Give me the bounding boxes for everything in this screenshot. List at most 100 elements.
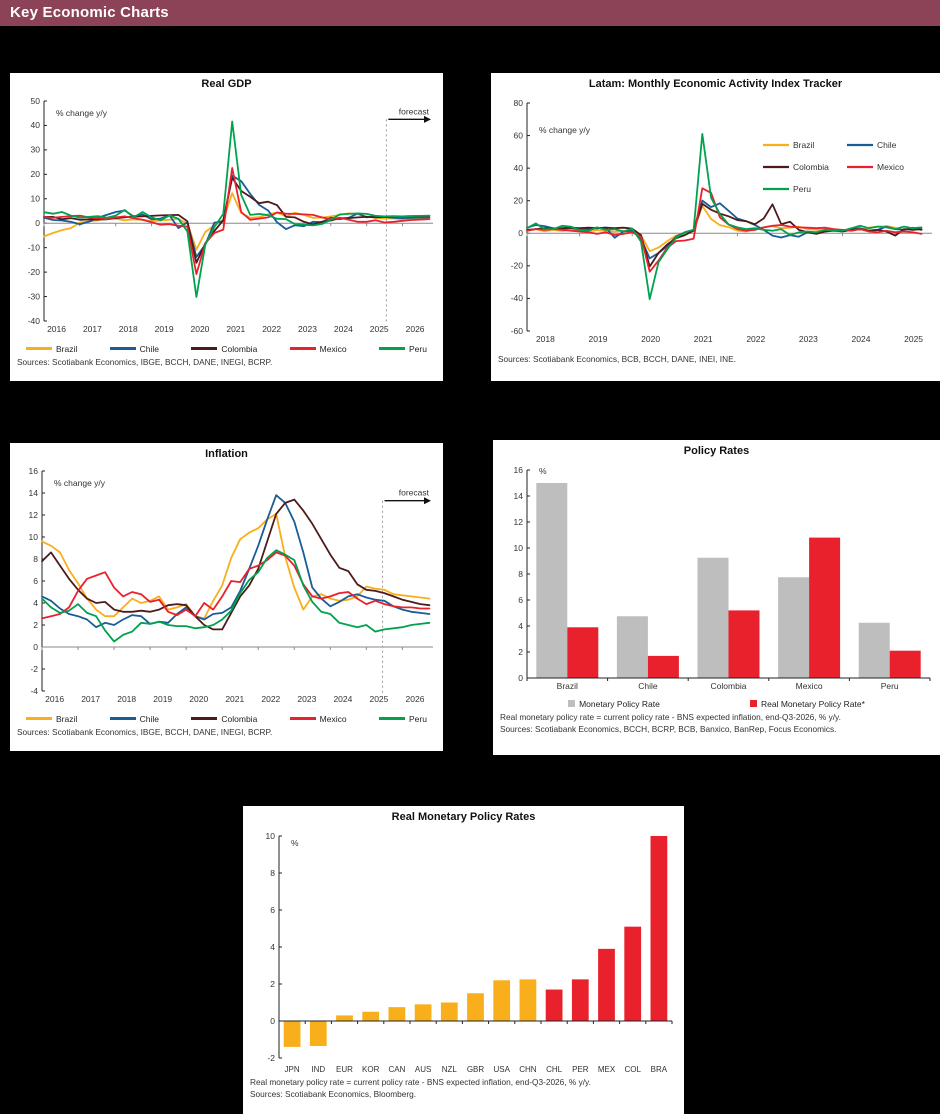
svg-text:10: 10 <box>29 532 39 542</box>
svg-text:12: 12 <box>514 517 524 527</box>
svg-text:2: 2 <box>33 620 38 630</box>
svg-text:2021: 2021 <box>225 694 244 704</box>
svg-text:2024: 2024 <box>333 694 352 704</box>
svg-text:COL: COL <box>624 1065 641 1074</box>
chart-sources: Sources: Scotiabank Economics, IBGE, BCC… <box>17 727 273 737</box>
svg-text:2019: 2019 <box>589 334 608 344</box>
chart-title: Latam: Monthly Economic Activity Index T… <box>588 78 843 90</box>
legend-item: Chile <box>109 344 159 354</box>
svg-text:2025: 2025 <box>370 324 389 334</box>
chart-footnote: Real monetary policy rate = current poli… <box>500 712 841 722</box>
legend-item: Peru <box>378 714 427 724</box>
page-header: Key Economic Charts <box>0 0 940 26</box>
chart-legend: Brazil Chile Colombia Mexico Peru <box>10 341 443 356</box>
svg-text:Chile: Chile <box>877 140 897 150</box>
svg-text:forecast: forecast <box>399 488 430 498</box>
svg-text:4: 4 <box>33 598 38 608</box>
svg-text:6: 6 <box>270 905 275 915</box>
svg-text:2016: 2016 <box>47 324 66 334</box>
svg-text:2021: 2021 <box>226 324 245 334</box>
svg-text:2022: 2022 <box>261 694 280 704</box>
svg-text:80: 80 <box>514 98 524 108</box>
legend-swatch <box>289 717 316 720</box>
legend-swatch <box>191 347 218 350</box>
legend-item: Brazil <box>26 714 77 724</box>
chart-title: Policy Rates <box>683 445 750 457</box>
svg-text:2019: 2019 <box>153 694 172 704</box>
legend-item: Mexico <box>289 344 347 354</box>
svg-text:2023: 2023 <box>297 694 316 704</box>
svg-text:2024: 2024 <box>334 324 353 334</box>
svg-text:20: 20 <box>31 169 41 179</box>
svg-text:Colombia: Colombia <box>793 162 829 172</box>
legend-swatch <box>109 347 136 350</box>
svg-text:% change y/y: % change y/y <box>539 125 591 135</box>
svg-text:Mexico: Mexico <box>877 162 904 172</box>
chart-footnote: Real monetary policy rate = current poli… <box>250 1077 591 1087</box>
svg-text:14: 14 <box>29 488 39 498</box>
chart-legend: Brazil Chile Colombia Mexico Peru <box>10 711 443 726</box>
svg-text:40: 40 <box>514 163 524 173</box>
svg-text:10: 10 <box>31 194 41 204</box>
svg-text:Peru: Peru <box>881 681 899 691</box>
svg-text:2022: 2022 <box>746 334 765 344</box>
chart-title: Real GDP <box>201 78 252 90</box>
legend-swatch <box>749 700 757 707</box>
svg-text:-4: -4 <box>30 686 38 696</box>
svg-text:2025: 2025 <box>904 334 923 344</box>
svg-text:JPN: JPN <box>285 1065 300 1074</box>
svg-text:0: 0 <box>518 228 523 238</box>
svg-text:10: 10 <box>514 543 524 553</box>
svg-text:MEX: MEX <box>598 1065 616 1074</box>
chart-legend: Monetary Policy Rate Real Monetary Policy… <box>493 696 940 711</box>
svg-text:-60: -60 <box>511 326 524 336</box>
svg-text:Brazil: Brazil <box>557 681 578 691</box>
latam-activity-plot: -60 -40 -20 0 20 40 60 80 % change y/y 2018 2019 20… <box>511 98 932 344</box>
svg-text:30: 30 <box>31 145 41 155</box>
svg-text:-10: -10 <box>28 242 41 252</box>
svg-text:CAN: CAN <box>388 1065 405 1074</box>
chart-sources: Sources: Scotiabank Economics, Bloomberg… <box>250 1088 417 1099</box>
page-title: Key Economic Charts <box>10 4 169 21</box>
svg-text:2: 2 <box>270 979 275 989</box>
svg-text:16: 16 <box>514 465 524 475</box>
legend-item: Chile <box>109 714 159 724</box>
svg-text:2026: 2026 <box>406 694 425 704</box>
svg-text:2017: 2017 <box>83 324 102 334</box>
svg-text:GBR: GBR <box>467 1065 485 1074</box>
legend-swatch <box>568 700 576 707</box>
svg-text:2019: 2019 <box>155 324 174 334</box>
svg-text:CHN: CHN <box>519 1065 537 1074</box>
legend-item: Colombia <box>191 344 257 354</box>
latam-activity-tracker-chart: Latam: Monthly Economic Activity Index T… <box>491 73 940 381</box>
svg-text:6: 6 <box>33 576 38 586</box>
legend-swatch <box>378 347 405 350</box>
svg-text:2020: 2020 <box>641 334 660 344</box>
svg-text:Mexico: Mexico <box>796 681 823 691</box>
legend-item: Real Monetary Policy Rate* <box>749 699 865 709</box>
svg-text:%: % <box>539 466 547 476</box>
svg-text:Brazil: Brazil <box>793 140 814 150</box>
svg-text:BRA: BRA <box>651 1065 668 1074</box>
legend-item: Monetary Policy Rate <box>568 699 660 709</box>
policy-rates-chart: Policy Rates 0 2 4 6 8 10 12 14 16% Brazil Chile Co… <box>493 440 940 755</box>
svg-text:% change y/y: % change y/y <box>54 478 106 488</box>
svg-text:-30: -30 <box>28 291 41 301</box>
svg-text:% change y/y: % change y/y <box>56 108 108 118</box>
svg-text:2020: 2020 <box>190 324 209 334</box>
policy-rates-plot: 0 2 4 6 8 10 12 14 16 % Brazil Chile Colombia Mexico P… <box>514 465 931 691</box>
real-monetary-policy-rates-chart: Real Monetary Policy Rates -2 0 2 4 6 8 10% JPN… <box>243 806 684 1114</box>
svg-text:2026: 2026 <box>406 324 425 334</box>
legend-item: Brazil <box>26 344 77 354</box>
inflation-plot: -4 -2 0 2 4 6 8 10 12 14 16 % change y/y 2016 2017 201… <box>29 466 433 704</box>
inflation-chart: Inflation -4 -2 0 2 4 6 8 10 12 14 16 % change y/y 2… <box>10 443 443 751</box>
legend-swatch <box>109 717 136 720</box>
svg-text:6: 6 <box>518 595 523 605</box>
legend-swatch <box>289 347 316 350</box>
svg-text:0: 0 <box>33 642 38 652</box>
svg-text:NZL: NZL <box>442 1065 458 1074</box>
svg-text:0: 0 <box>270 1016 275 1026</box>
svg-text:16: 16 <box>29 466 39 476</box>
svg-text:USA: USA <box>493 1065 510 1074</box>
